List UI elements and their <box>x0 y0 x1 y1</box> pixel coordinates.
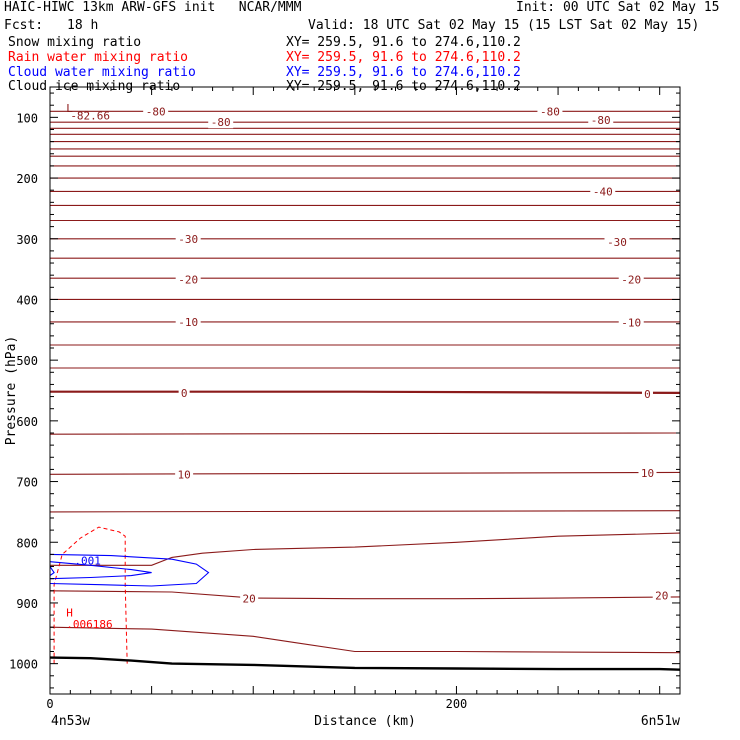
right-endpoint-label: 6n51w <box>641 714 680 729</box>
y-tick-label: 300 <box>16 233 38 247</box>
contour-label-bg <box>641 388 653 401</box>
contour-label-bg <box>240 592 259 605</box>
contour-label-bg <box>652 589 671 602</box>
contour-label-bg <box>143 105 169 118</box>
cloud-water-contour-label: .001 <box>74 554 101 567</box>
contour-label-bg <box>537 105 563 118</box>
extremum-label: L <box>66 102 73 115</box>
contour-label-bg <box>175 315 201 328</box>
contour-label: 0 <box>644 388 651 401</box>
contour-label: -10 <box>621 317 641 330</box>
y-tick-label: 700 <box>16 476 38 490</box>
plot-frame <box>49 86 681 695</box>
cloud-water-contour-line <box>50 553 210 587</box>
temperature-contour-line <box>50 390 680 394</box>
rain-contour-line <box>53 526 128 664</box>
y-tick-label: 1000 <box>9 658 38 672</box>
surface-pressure-line <box>50 656 680 671</box>
surface-line <box>50 656 680 671</box>
contour-label: 20 <box>655 590 668 603</box>
temperature-contour-line <box>50 510 680 513</box>
rain-contour <box>53 526 128 664</box>
contour-label-bg <box>175 232 201 245</box>
contour-label-bg <box>588 113 614 126</box>
contour-label: 10 <box>641 467 654 480</box>
contour-label: -80 <box>591 114 611 127</box>
contour-label: 20 <box>243 593 256 606</box>
temperature-contours <box>50 110 680 654</box>
temperature-contour-line <box>50 432 680 435</box>
contour-label: -20 <box>178 273 198 286</box>
contour-label-bg <box>604 235 630 248</box>
field-xy-snow: XY= 259.5, 91.6 to 274.6,110.2 <box>286 35 521 50</box>
contour-label-bg <box>208 116 234 129</box>
y-tick-label: 400 <box>16 293 38 307</box>
contour-label-bg <box>618 316 644 329</box>
x-tick-label: 0 <box>46 697 53 711</box>
contour-label: -80 <box>146 105 166 118</box>
contour-labels: -80 -80 -80 -80 -40 -30 -30 -20 -20 -10 -10 0 0 10 10 2… <box>66 102 671 631</box>
temperature-contour-line <box>50 590 680 600</box>
y-tick-label: 800 <box>16 536 38 550</box>
contour-label: -80 <box>540 105 560 118</box>
left-endpoint-label: 4n53w <box>51 714 90 729</box>
y-tick-label: 600 <box>16 415 38 429</box>
y-tick-label: 500 <box>16 354 38 368</box>
contour-label: -40 <box>593 185 613 198</box>
contour-label: -10 <box>178 316 198 329</box>
contour-label: -30 <box>178 233 198 246</box>
field-label-snow: Snow mixing ratio <box>8 35 142 50</box>
y-tick-label: 200 <box>16 172 38 186</box>
y-tick-label: 100 <box>16 111 38 125</box>
y-axis-title: Pressure (hPa) <box>4 336 19 446</box>
contour-label: 0 <box>181 387 188 400</box>
extremum-label: H <box>66 607 73 620</box>
temperature-contour-line <box>50 471 680 475</box>
cloud-water-contour-line <box>50 561 152 580</box>
forecast-label: Fcst: <box>4 18 44 33</box>
contour-label-bg <box>175 468 194 481</box>
contour-label-bg <box>178 386 190 399</box>
contour-label-bg <box>590 185 616 198</box>
contour-label-bg <box>175 273 201 286</box>
field-xy-cloud-water: XY= 259.5, 91.6 to 274.6,110.2 <box>286 65 521 80</box>
contour-label: -20 <box>621 273 641 286</box>
valid-time: Valid: 18 UTC Sat 02 May 15 (15 LST Sat … <box>308 18 700 33</box>
contour-label: -80 <box>211 116 231 129</box>
temperature-contour-line <box>50 626 680 654</box>
temperature-contour-line <box>50 532 680 566</box>
field-label-cloud-water: Cloud water mixing ratio <box>8 65 196 80</box>
init-time: Init: 00 UTC Sat 02 May 15 <box>516 0 720 15</box>
chart-title: HAIC-HIWC 13km ARW-GFS init NCAR/MMM <box>4 0 302 15</box>
x-axis-title: Distance (km) <box>314 714 416 729</box>
forecast-value: 18 h <box>67 18 99 33</box>
cloud-water-contour-line <box>50 566 55 577</box>
y-tick-label: 900 <box>16 597 38 611</box>
contour-label: 10 <box>178 468 191 481</box>
contour-label-bg <box>638 467 657 480</box>
contour-label: -30 <box>607 236 627 249</box>
field-label-rain: Rain water mixing ratio <box>8 50 189 65</box>
x-tick-label: 200 <box>446 697 468 711</box>
field-xy-rain: XY= 259.5, 91.6 to 274.6,110.2 <box>286 50 521 65</box>
extremum-label: .006186 <box>66 618 112 631</box>
contour-label-bg <box>618 273 644 286</box>
cloud-water-contours <box>50 553 210 587</box>
extremum-label: -82.66 <box>70 110 110 123</box>
